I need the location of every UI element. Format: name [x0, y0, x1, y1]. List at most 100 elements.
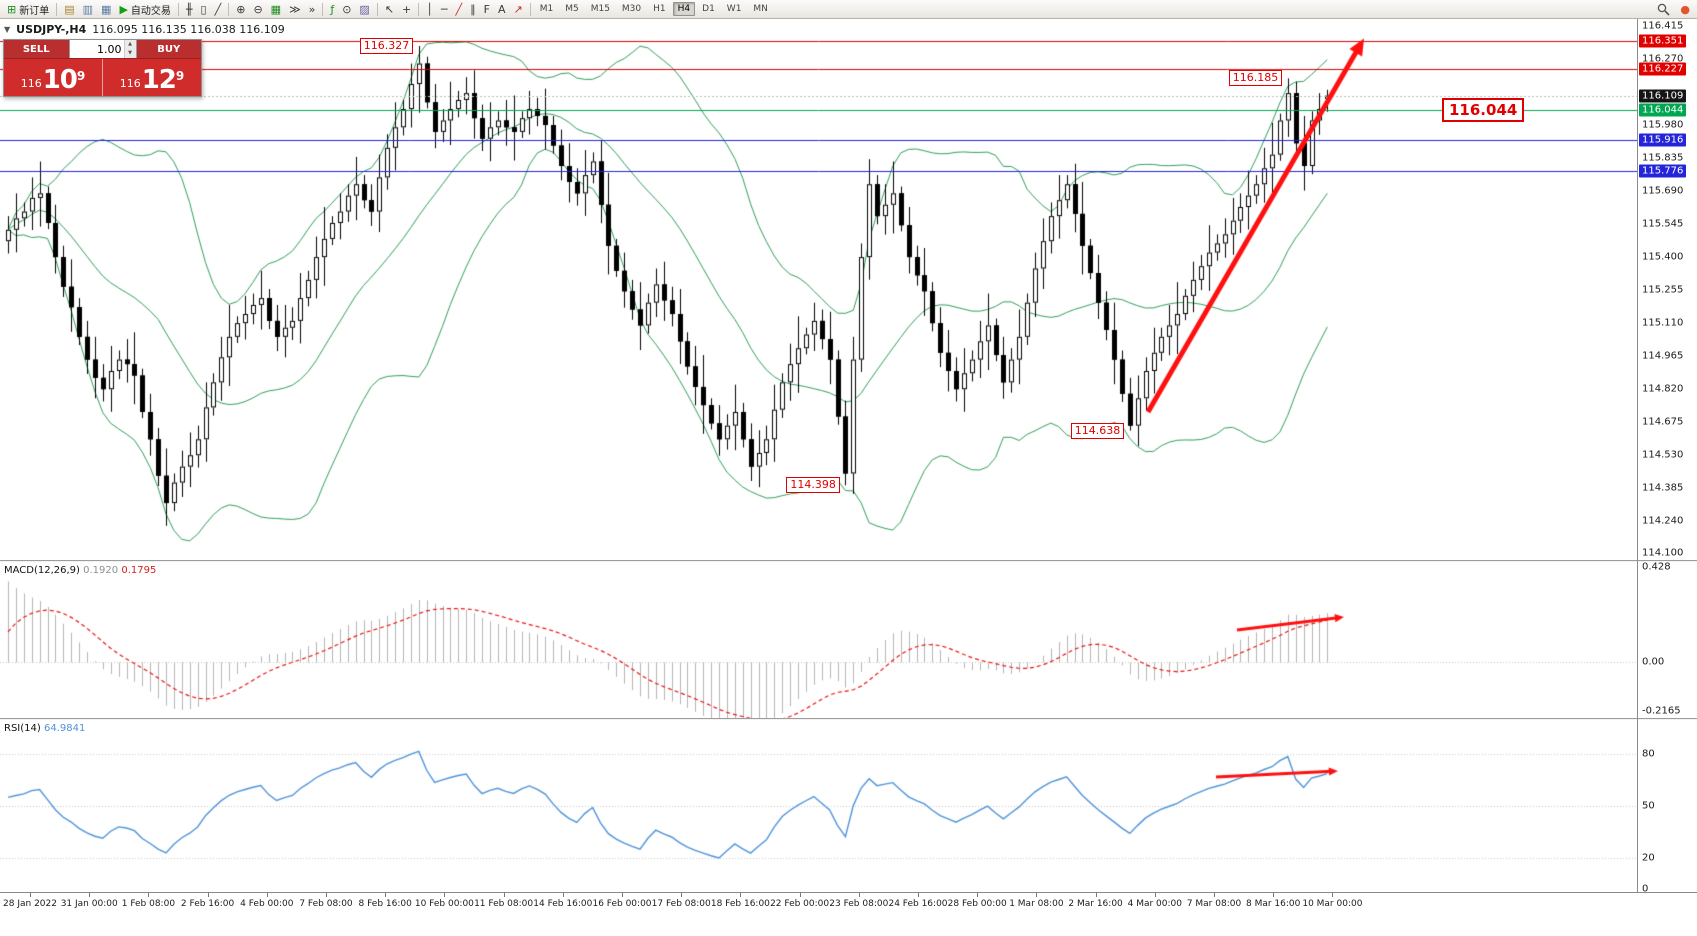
time-tick [148, 893, 150, 897]
panel-separator-macd[interactable] [0, 560, 1697, 562]
time-tick [622, 893, 623, 897]
zoom-in-icon-glyph: ⊕ [236, 2, 246, 16]
search-button[interactable] [1653, 1, 1674, 17]
timeframe-h1[interactable]: H1 [653, 4, 666, 14]
bar-chart-icon-glyph: ╫ [185, 2, 193, 16]
toolbar-separator [322, 2, 324, 16]
trendline-icon[interactable]: ╱ [452, 1, 467, 17]
toolbar-separator [529, 2, 531, 16]
time-tick [858, 893, 860, 897]
time-axis-label: 8 Feb 16:00 [358, 899, 412, 909]
macd-name: MACD(12,26,9) [4, 565, 80, 576]
tile-windows-icon[interactable]: ▦ [267, 1, 285, 17]
time-tick [1154, 893, 1156, 897]
indicators-icon[interactable]: ƒ [326, 1, 338, 17]
indicators-icon-glyph: ƒ [330, 2, 335, 16]
time-axis-label: 16 Feb 00:00 [592, 899, 652, 909]
ask-price-display[interactable]: 116 12 9 [103, 59, 201, 96]
chart-shift-icon[interactable]: » [305, 1, 320, 17]
volume-box: ▲ ▼ [68, 40, 137, 58]
channel-icon-glyph: ∥ [470, 2, 476, 16]
time-axis-label: 7 Feb 08:00 [299, 899, 353, 909]
timeframe-m1[interactable]: M1 [539, 4, 554, 14]
vertical-line-icon[interactable]: │ [422, 1, 437, 17]
one-click-quote-row: 116 10 9 116 12 9 [4, 58, 201, 96]
price-axis-border [1637, 18, 1638, 914]
toolbar-separator [177, 2, 179, 16]
line-chart-icon[interactable]: ╱ [211, 1, 226, 17]
new-order-button[interactable]: ⊞ 新订单 [3, 1, 53, 17]
time-tick [918, 893, 919, 897]
price-axis[interactable] [1638, 18, 1697, 892]
timeframe-d1[interactable]: D1 [702, 4, 715, 14]
market-watch-icon-glyph: ▤ [64, 2, 75, 16]
timeframe-m30[interactable]: M30 [621, 4, 642, 14]
volume-input[interactable] [69, 40, 124, 58]
zoom-in-icon[interactable]: ⊕ [232, 1, 249, 17]
rsi-name: RSI(14) [4, 723, 41, 734]
macd-signal-value: 0.1795 [121, 565, 157, 576]
candlestick-chart-icon-glyph: ▯ [200, 2, 207, 16]
volume-down-button[interactable]: ▼ [124, 49, 136, 58]
bid-prefix: 116 [20, 77, 42, 90]
time-axis-label: 4 Feb 00:00 [240, 899, 294, 909]
autotrading-button[interactable]: ▶ 自动交易 [115, 1, 174, 17]
time-axis-label: 14 Feb 16:00 [533, 899, 593, 909]
time-axis-label: 8 Mar 16:00 [1246, 899, 1301, 909]
bar-chart-icon[interactable]: ╫ [182, 1, 197, 17]
rsi-label: RSI(14) 64.9841 [4, 723, 85, 734]
templates-icon[interactable]: ▨ [355, 1, 373, 17]
tile-windows-icon-glyph: ▦ [270, 2, 282, 16]
sell-button[interactable]: SELL [4, 40, 69, 58]
community-status-icon[interactable]: ● [1680, 2, 1690, 16]
candlestick-chart-icon[interactable]: ▯ [197, 1, 211, 17]
time-tick [385, 893, 387, 897]
crosshair-icon[interactable]: + [398, 1, 415, 17]
bid-pips: 10 [42, 65, 78, 95]
time-axis-label: 28 Jan 2022 [3, 899, 57, 909]
data-window-icon[interactable]: ▥ [79, 1, 97, 17]
channel-icon[interactable]: ∥ [466, 1, 480, 17]
macd-main-value: 0.1920 [83, 565, 119, 576]
macd-panel-canvas[interactable] [0, 562, 1637, 718]
main-chart-canvas[interactable] [0, 18, 1637, 560]
time-tick [1036, 893, 1038, 897]
bid-price-display[interactable]: 116 10 9 [4, 59, 103, 96]
oneclick-toggle-icon[interactable]: ▼ [4, 25, 11, 34]
timeframe-toolbar: M1 M5 M15 M30 H1 H4 D1 W1 MN [534, 0, 774, 18]
timeframe-w1[interactable]: W1 [726, 4, 742, 14]
horizontal-line-icon-glyph: ─ [440, 2, 448, 16]
time-axis[interactable]: 28 Jan 2022 31 Jan 00:00 1 Feb 08:00 2 Feb … [0, 892, 1697, 915]
time-axis-label: 1 Feb 08:00 [121, 899, 176, 909]
timeframe-mn[interactable]: MN [753, 4, 768, 14]
volume-up-button[interactable]: ▲ [124, 40, 136, 49]
bid-point: 9 [76, 69, 86, 83]
fibonacci-icon[interactable]: F [480, 1, 494, 17]
toolbar-separator [418, 2, 420, 16]
text-icon[interactable]: A [494, 1, 510, 17]
time-axis-label: 2 Feb 16:00 [180, 899, 235, 909]
vertical-line-icon-glyph: │ [426, 2, 433, 16]
timeframe-m5[interactable]: M5 [565, 4, 579, 14]
timeframe-h4[interactable]: H4 [672, 2, 696, 16]
auto-scroll-icon[interactable]: ≫ [285, 1, 305, 17]
cursor-icon[interactable]: ↖ [381, 1, 398, 17]
panel-separator-rsi[interactable] [0, 718, 1697, 720]
zoom-out-icon[interactable]: ⊖ [249, 1, 266, 17]
timeframe-m15[interactable]: M15 [590, 4, 610, 14]
navigator-icon[interactable]: ▦ [97, 1, 115, 17]
arrows-icon[interactable]: ↗ [509, 1, 526, 17]
buy-button[interactable]: BUY [136, 40, 201, 58]
volume-spinner: ▲ ▼ [123, 40, 136, 58]
toolbar-right: ● [1653, 1, 1694, 17]
market-watch-icon[interactable]: ▤ [60, 1, 78, 17]
toolbar-items: ⊞ 新订单 ▤ ▥ ▦ ▶ 自动交易 ╫ ▯ ╱ ⊕ ⊖ ▦ ≫» ƒ ⊙ ▨ ↖ + │ ─ ╱ ∥ F A ↗ [3, 0, 534, 18]
rsi-panel-canvas[interactable] [0, 720, 1637, 892]
periods-icon[interactable]: ⊙ [338, 1, 355, 17]
time-axis-label: 10 Mar 00:00 [1302, 899, 1363, 909]
text-icon-glyph: A [497, 2, 506, 16]
one-click-header-row: SELL ▲ ▼ BUY [4, 40, 201, 58]
horizontal-line-icon[interactable]: ─ [437, 1, 452, 17]
